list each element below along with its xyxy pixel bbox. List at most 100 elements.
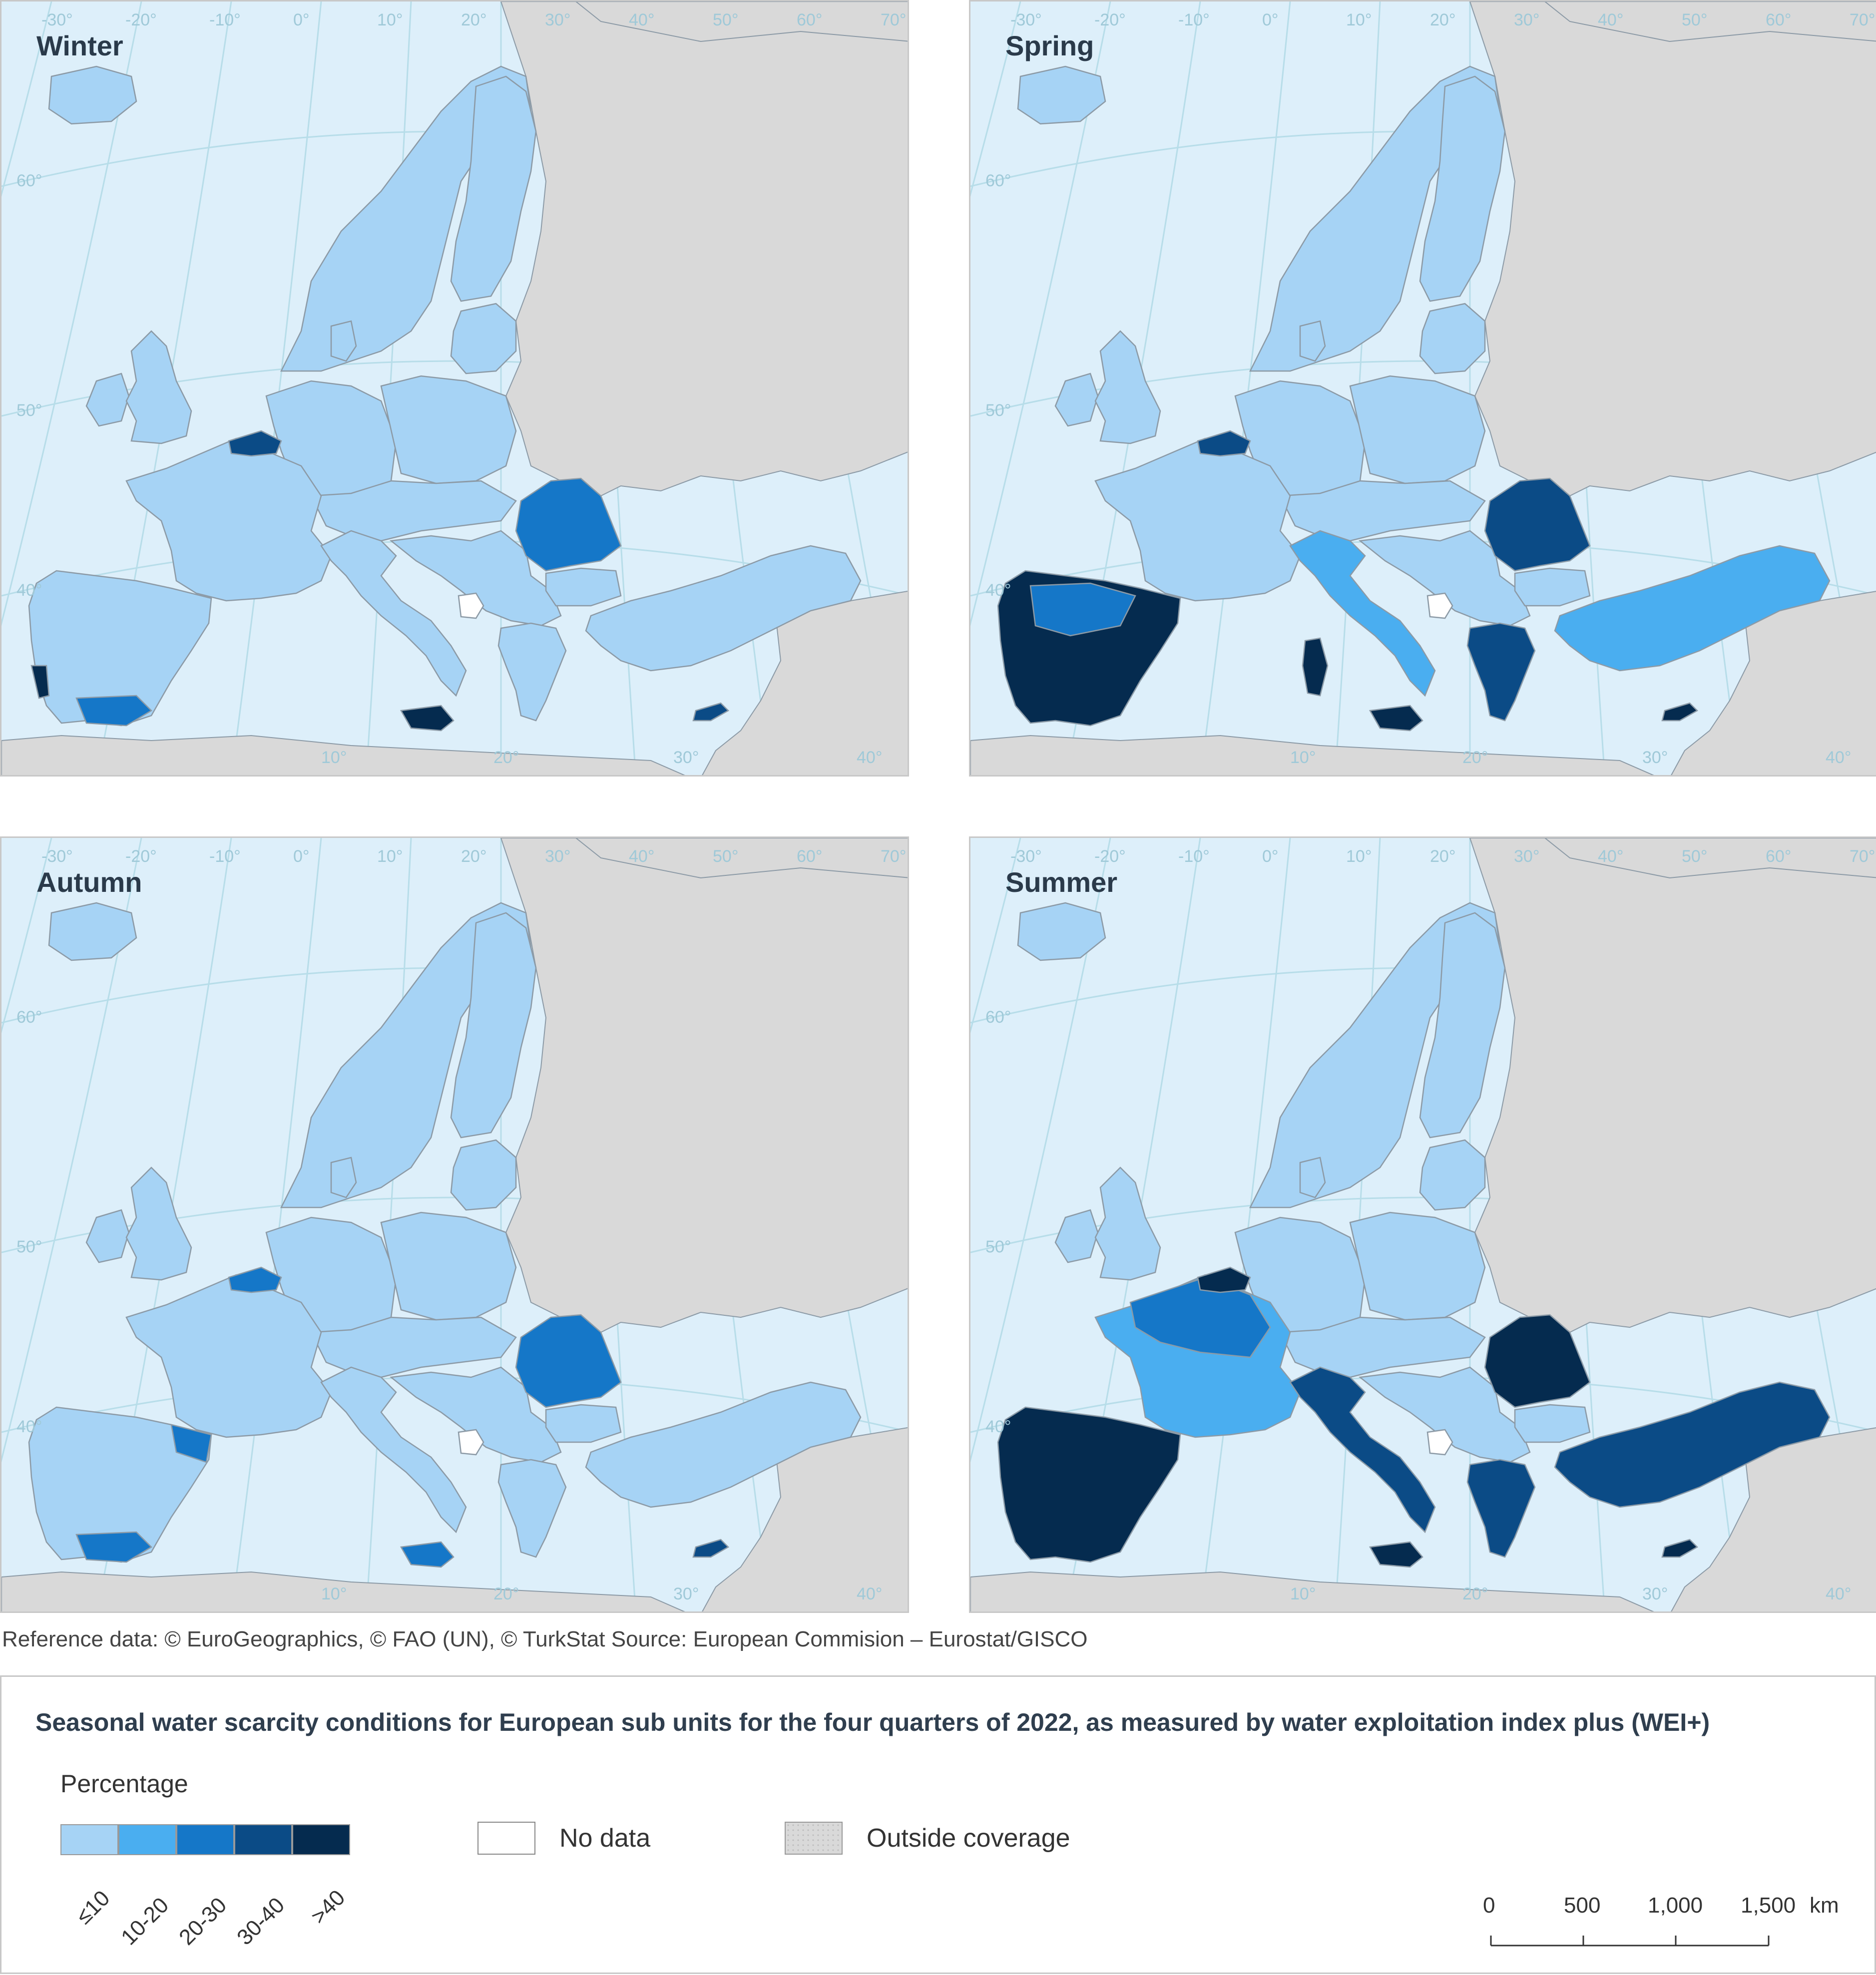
no-data-region <box>1426 592 1453 619</box>
latitude-label: 40° <box>16 1417 42 1436</box>
map-panel-winter: -30° -20° -10° 0° 10° 20° 30° 40° 50° 60° 70° 60° 50… <box>0 0 909 777</box>
meridian-line <box>970 838 1111 1463</box>
legend-swatch-gt40 <box>292 1824 350 1855</box>
region-baltics <box>1419 1139 1486 1211</box>
region-greece <box>497 1459 567 1558</box>
region-benelux <box>228 1266 282 1293</box>
region-benelux <box>228 430 282 457</box>
longitude-label: 20° <box>461 847 486 866</box>
region-iceland <box>48 65 137 125</box>
meridian-line <box>970 838 1021 1034</box>
region-cyprus <box>1661 702 1699 722</box>
longitude-label: 50° <box>1682 10 1707 29</box>
longitude-label: 40° <box>1826 1584 1851 1603</box>
region-denmark <box>1299 1157 1326 1198</box>
longitude-label: 30° <box>545 10 570 29</box>
longitude-label: -30° <box>41 847 73 866</box>
no-data-region <box>458 1429 484 1456</box>
outside-coverage-swatch <box>785 1822 843 1855</box>
legend-label-30-40: 30-40 <box>232 1893 290 1950</box>
scale-tick-1500: 1,500 <box>1741 1893 1796 1918</box>
longitude-label: 40° <box>1598 847 1623 866</box>
scale-tick-500: 500 <box>1564 1893 1601 1918</box>
outside-coverage-area <box>1 1571 685 1611</box>
region-greece <box>1466 1459 1536 1558</box>
region-italy <box>320 530 467 697</box>
graticule-labels: -30° -20° -10° 0° 10° 20° 30° 40° 50° 60° 70° 60° 50… <box>16 10 906 767</box>
region-poland <box>380 375 517 484</box>
longitude-label: 60° <box>1766 10 1791 29</box>
longitude-label: 70° <box>1850 10 1875 29</box>
region-balkans <box>1358 1366 1531 1463</box>
longitude-label: -20° <box>125 10 157 29</box>
region-romania <box>515 477 622 572</box>
longitude-label: 10° <box>377 847 403 866</box>
longitude-label: 0° <box>293 10 310 29</box>
longitude-label: 0° <box>293 847 310 866</box>
latitude-label: 60° <box>16 171 42 190</box>
scale-unit: km <box>1810 1893 1839 1918</box>
scale-tick-1000: 1,000 <box>1648 1893 1703 1918</box>
longitude-label: 40° <box>629 10 654 29</box>
longitude-label: 60° <box>797 847 822 866</box>
graticule-labels: -30° -20° -10° 0° 10° 20° 30° 40° 50° 60° 70° 60° 50… <box>16 847 906 1603</box>
region-romania <box>1484 477 1591 572</box>
no-data-label: No data <box>559 1824 651 1853</box>
legend: Seasonal water scarcity conditions for E… <box>0 1675 1876 1974</box>
meridian-line <box>970 1 1111 626</box>
regions <box>997 65 1831 732</box>
region-denmark <box>330 320 357 362</box>
outside-coverage-area <box>500 1 908 502</box>
meridian-line <box>970 1 1021 197</box>
longitude-label: 40° <box>1598 10 1623 29</box>
outside-coverage-area <box>575 1 908 42</box>
region-finland <box>450 75 537 302</box>
region-ireland <box>1054 373 1099 427</box>
outside-coverage-land <box>970 838 1876 1611</box>
longitude-label: 40° <box>857 748 882 767</box>
region-sicily <box>400 1541 455 1568</box>
longitude-label: -20° <box>125 847 157 866</box>
longitude-label: 10° <box>1346 847 1372 866</box>
region-benelux <box>1197 430 1251 457</box>
region-baltics <box>450 303 517 375</box>
region-turkey <box>1554 545 1831 672</box>
region-greece <box>1466 622 1536 722</box>
longitude-label: 0° <box>1262 10 1279 29</box>
region-sicily <box>400 705 455 732</box>
longitude-label: 50° <box>1682 847 1707 866</box>
longitude-label: 40° <box>857 1584 882 1603</box>
latitude-label: 60° <box>985 171 1011 190</box>
outside-coverage-area <box>1544 1 1876 42</box>
regions <box>28 65 862 732</box>
panel-title: Summer <box>1005 866 1118 898</box>
region-uk <box>125 1167 192 1281</box>
legend-title: Seasonal water scarcity conditions for E… <box>35 1708 1710 1736</box>
latitude-label: 60° <box>985 1008 1011 1027</box>
region-sardinia <box>1302 637 1329 697</box>
outside-coverage-area <box>575 838 908 879</box>
longitude-label: 10° <box>1290 748 1316 767</box>
region-finland <box>1419 75 1506 302</box>
longitude-label: 30° <box>1514 847 1539 866</box>
regions <box>28 902 862 1568</box>
map-spring: -30° -20° -10° 0° 10° 20° 30° 40° 50° 60° 70° 60° 50… <box>970 1 1876 775</box>
outside-coverage-land <box>970 1 1876 775</box>
scale-tick-0: 0 <box>1483 1893 1495 1918</box>
region-iceland <box>48 902 137 961</box>
region-cyprus <box>1661 1539 1699 1558</box>
longitude-label: 10° <box>321 748 347 767</box>
region-uk <box>1094 330 1161 444</box>
outside-coverage-area <box>702 590 908 775</box>
region-bulgaria <box>1514 1404 1591 1443</box>
longitude-label: 20° <box>1430 847 1455 866</box>
region-ireland <box>85 373 130 427</box>
legend-label-le10: ≤10 <box>71 1886 115 1929</box>
latitude-label: 50° <box>16 1237 42 1256</box>
longitude-label: -10° <box>1178 847 1210 866</box>
region-benelux <box>1197 1266 1251 1293</box>
scale-bar <box>1490 1936 1770 1947</box>
legend-swatch-30-40 <box>234 1824 292 1855</box>
meridian-line <box>1 1 142 626</box>
legend-subtitle: Percentage <box>60 1770 188 1798</box>
